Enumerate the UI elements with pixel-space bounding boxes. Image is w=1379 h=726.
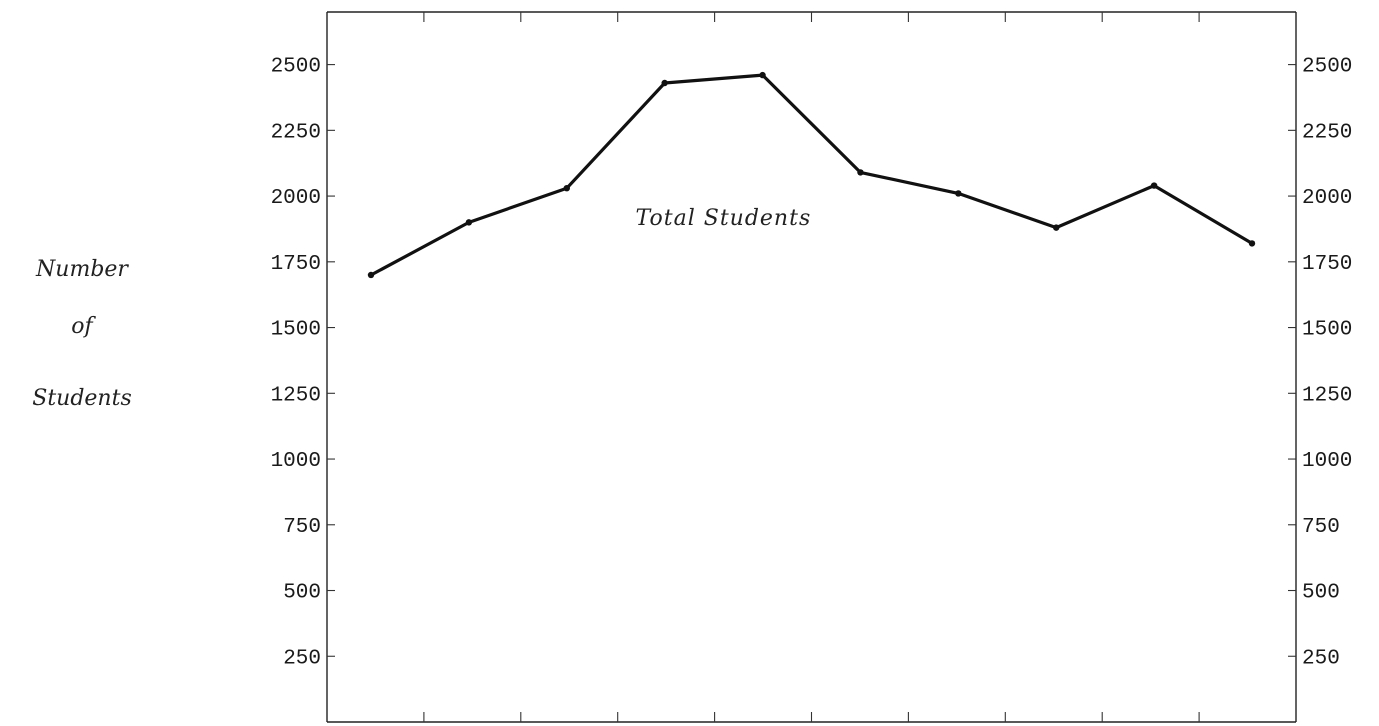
y-tick-left-label: 2000 [271, 187, 321, 210]
series-point [857, 169, 863, 175]
y-tick-left-label: 1000 [271, 450, 321, 473]
y-tick-right-label: 500 [1302, 582, 1340, 605]
series-point [1249, 240, 1255, 246]
plot-frame [327, 12, 1296, 722]
y-tick-right-label: 2500 [1302, 56, 1352, 79]
y-tick-right-label: 2000 [1302, 187, 1352, 210]
series-point [1053, 224, 1059, 230]
y-axis-label-line: of [71, 314, 96, 339]
series-group [368, 72, 1255, 278]
y-tick-left-label: 2250 [271, 121, 321, 144]
y-tick-right-label: 750 [1302, 516, 1340, 539]
y-tick-left-label: 1250 [271, 384, 321, 407]
series-point [1151, 182, 1157, 188]
series-point [955, 190, 961, 196]
x-axis-ticks [424, 12, 1199, 722]
y-axis-label: Number of Students [32, 257, 131, 411]
y-tick-left-label: 1500 [271, 319, 321, 342]
y-tick-right-label: 1000 [1302, 450, 1352, 473]
y-tick-left-label: 500 [283, 582, 321, 605]
y-tick-right-label: 1750 [1302, 253, 1352, 276]
y-tick-left-label: 250 [283, 647, 321, 670]
y-tick-right-label: 2250 [1302, 121, 1352, 144]
y-axis-right: 250 500 750 1000 1250 1500 1750 2000 2250 2500 [1288, 56, 1352, 671]
y-axis-left: 250 500 750 1000 1250 1500 1750 2000 2250 2500 [271, 56, 335, 671]
series-annotation: Total Students [636, 206, 812, 231]
series-point [564, 185, 570, 191]
y-axis-label-line: Number [35, 257, 129, 282]
y-axis-label-line: Students [32, 386, 131, 411]
y-tick-left-label: 2500 [271, 56, 321, 79]
y-tick-left-label: 750 [283, 516, 321, 539]
y-tick-right-label: 1250 [1302, 384, 1352, 407]
series-line [371, 75, 1252, 275]
y-tick-right-label: 250 [1302, 647, 1340, 670]
series-point [368, 272, 374, 278]
series-point [466, 219, 472, 225]
series-point [661, 80, 667, 86]
y-tick-left-label: 1750 [271, 253, 321, 276]
series-point [759, 72, 765, 78]
y-tick-right-label: 1500 [1302, 319, 1352, 342]
